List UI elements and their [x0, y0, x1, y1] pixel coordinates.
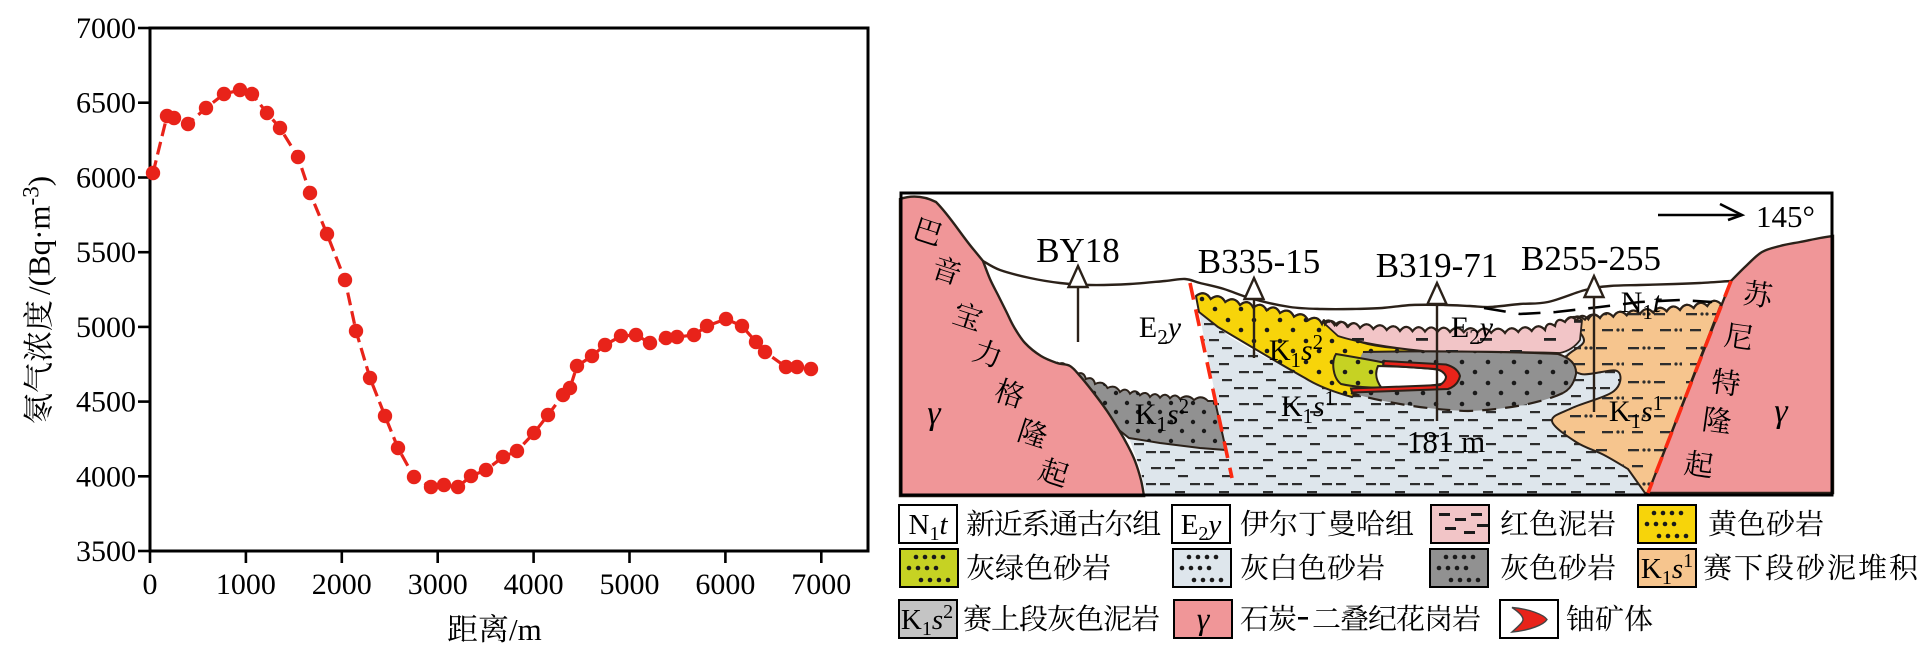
- svg-text:3000: 3000: [408, 568, 468, 601]
- svg-text:2000: 2000: [312, 568, 372, 601]
- svg-text:7000: 7000: [76, 12, 136, 45]
- svg-text:181 m: 181 m: [1407, 424, 1485, 459]
- svg-text:E2​y: E2​y: [1451, 311, 1494, 349]
- svg-text:/m: /m: [509, 612, 542, 647]
- svg-text:K1​s2​: K1​s2​: [1135, 394, 1189, 436]
- svg-text:4500: 4500: [76, 386, 136, 419]
- svg-text:B335-15: B335-15: [1198, 242, 1321, 281]
- svg-text:7000: 7000: [791, 568, 851, 601]
- svg-text:N1​t: N1​t: [908, 509, 948, 545]
- svg-text:E2​y: E2​y: [1139, 311, 1182, 349]
- svg-text:N1​t: N1​t: [1621, 286, 1662, 324]
- svg-text:5500: 5500: [76, 236, 136, 269]
- svg-text:B255-255: B255-255: [1521, 239, 1661, 278]
- svg-text:6000: 6000: [695, 568, 755, 601]
- svg-text:6500: 6500: [76, 87, 136, 120]
- svg-text:E2​y: E2​y: [1181, 509, 1222, 545]
- svg-text:K1​s1​: K1​s1​: [1641, 550, 1693, 589]
- svg-text:γ: γ: [1197, 600, 1211, 636]
- svg-text:3500: 3500: [76, 535, 136, 568]
- svg-text:K1​s2​: K1​s2​: [1269, 330, 1323, 372]
- svg-text:5000: 5000: [76, 311, 136, 344]
- svg-text:B319-71: B319-71: [1376, 246, 1499, 285]
- svg-text:K1​s2​: K1​s2​: [901, 601, 953, 640]
- svg-text:BY18: BY18: [1036, 231, 1120, 270]
- svg-text:6000: 6000: [76, 162, 136, 195]
- svg-text:4000: 4000: [504, 568, 564, 601]
- svg-text:γ: γ: [1774, 393, 1789, 430]
- svg-text:K1​s1​: K1​s1​: [1609, 391, 1663, 433]
- svg-text:1000: 1000: [216, 568, 276, 601]
- svg-text:4000: 4000: [76, 460, 136, 493]
- svg-text:5000: 5000: [600, 568, 660, 601]
- svg-text:/(Bq·m-3): /(Bq·m-3): [19, 176, 57, 295]
- svg-text:γ: γ: [927, 395, 942, 432]
- svg-text:K1​s1​: K1​s1​: [1281, 386, 1335, 428]
- svg-text:0: 0: [143, 568, 158, 601]
- svg-text:145°: 145°: [1756, 199, 1815, 234]
